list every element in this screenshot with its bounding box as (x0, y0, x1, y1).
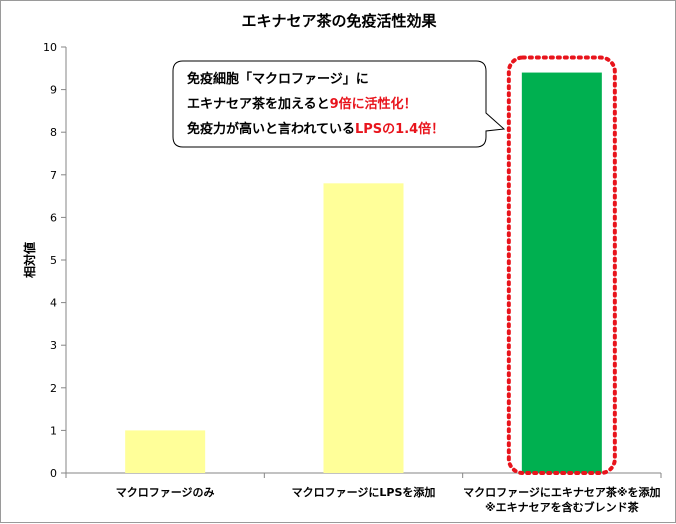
callout-text-segment: 免疫細胞「マクロファージ」に (187, 71, 369, 87)
callout-line: 免疫細胞「マクロファージ」に (187, 71, 369, 87)
y-tick-label: 5 (50, 254, 57, 267)
callout-line: 免疫力が高いと言われているLPSの1.4倍！ (187, 121, 444, 137)
y-tick-label: 7 (50, 169, 57, 182)
x-tick-label: ※エキナセアを含むブレンド茶 (485, 500, 640, 514)
y-tick-label: 0 (50, 467, 57, 480)
y-tick-label: 1 (50, 424, 57, 437)
callout-line: エキナセア茶を加えると9倍に活性化！ (187, 96, 417, 112)
x-tick-label: マクロファージのみ (116, 486, 215, 499)
y-tick-label: 8 (50, 126, 57, 139)
highlight-border (506, 55, 617, 476)
x-tick-label: マクロファージにエキナセア茶※を添加 (463, 485, 660, 499)
y-tick-label: 4 (50, 297, 57, 310)
bar (323, 183, 404, 473)
callout-text-segment: 免疫力が高いと言われている (187, 121, 355, 137)
callout-highlight-text: 9倍に活性化！ (330, 96, 417, 112)
y-axis-label: 相対値 (22, 242, 37, 278)
y-tick-label: 6 (50, 211, 57, 224)
callout-highlight-text: LPSの1.4倍！ (355, 121, 444, 137)
chart-title: エキナセア茶の免疫活性効果 (241, 12, 437, 30)
callout-bubble (172, 60, 506, 148)
y-tick-label: 10 (43, 41, 57, 54)
y-tick-label: 3 (50, 339, 57, 352)
callout-text-segment: エキナセア茶を加えると (187, 96, 330, 112)
y-tick-label: 9 (50, 84, 57, 97)
y-tick-label: 2 (50, 382, 57, 395)
bar (125, 430, 206, 473)
bar (521, 72, 602, 473)
x-tick-label: マクロファージにLPSを添加 (292, 485, 436, 499)
